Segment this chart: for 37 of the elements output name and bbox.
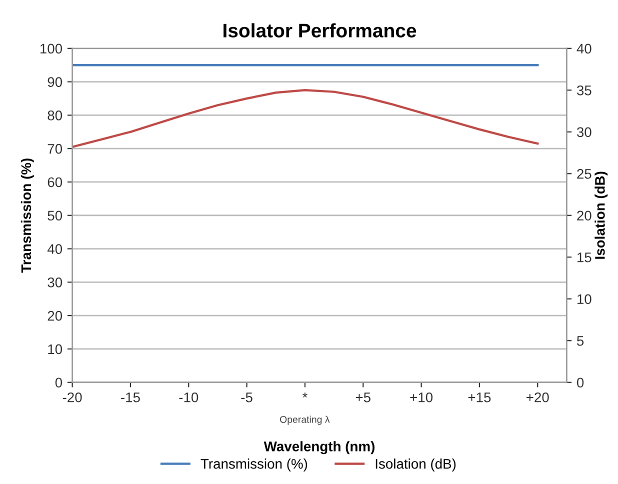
y2-tick-label: 20 <box>577 210 592 221</box>
y-tick-label: 40 <box>47 244 62 254</box>
x-tick-label: +5 <box>356 392 370 402</box>
y-tick-label: 50 <box>48 210 62 221</box>
y-tick-label: 70 <box>48 144 62 154</box>
y2-tick-label: 30 <box>576 127 592 138</box>
y2-tick-label: 0 <box>576 378 584 388</box>
x-tick-label: -5 <box>241 392 252 402</box>
y-tick-label: 100 <box>40 44 62 54</box>
y2-tick-label: 5 <box>576 336 584 346</box>
y2-tick-label: 35 <box>576 85 592 96</box>
y2-tick-label: 40 <box>576 44 592 54</box>
x-tick-label: -15 <box>121 392 140 402</box>
x-tick-label: +10 <box>410 392 433 402</box>
y-tick-label: 10 <box>48 344 62 354</box>
y2-axis-title: Isolation (dB) <box>594 172 608 259</box>
x-tick-label: * <box>302 392 308 398</box>
x-tick-label: -10 <box>179 392 198 402</box>
y2-tick-label: 15 <box>577 252 592 262</box>
y-tick-label: 0 <box>55 378 62 388</box>
line-series <box>72 89 539 148</box>
x-tick-label: +15 <box>468 392 491 402</box>
y-tick-label: 60 <box>48 177 62 188</box>
x-axis-title: Wavelength (nm) <box>264 441 374 454</box>
y2-tick-label: 25 <box>577 168 592 179</box>
x-tick-label: -20 <box>62 392 82 402</box>
x-tick-label: +20 <box>526 392 549 402</box>
y2-tick-label: 10 <box>577 294 592 304</box>
y-axis-title: Transmission (%) <box>20 158 34 273</box>
legend-label: Transmission (%) <box>200 458 308 472</box>
chart-title: Isolator Performance <box>224 23 416 38</box>
y-tick-label: 20 <box>48 310 62 321</box>
text: Operating λ <box>280 416 330 425</box>
y-tick-label: 30 <box>48 278 62 288</box>
legend-label: Isolation (dB) <box>376 458 456 472</box>
y-tick-label: 90 <box>48 77 62 87</box>
y-tick-label: 80 <box>48 110 62 120</box>
